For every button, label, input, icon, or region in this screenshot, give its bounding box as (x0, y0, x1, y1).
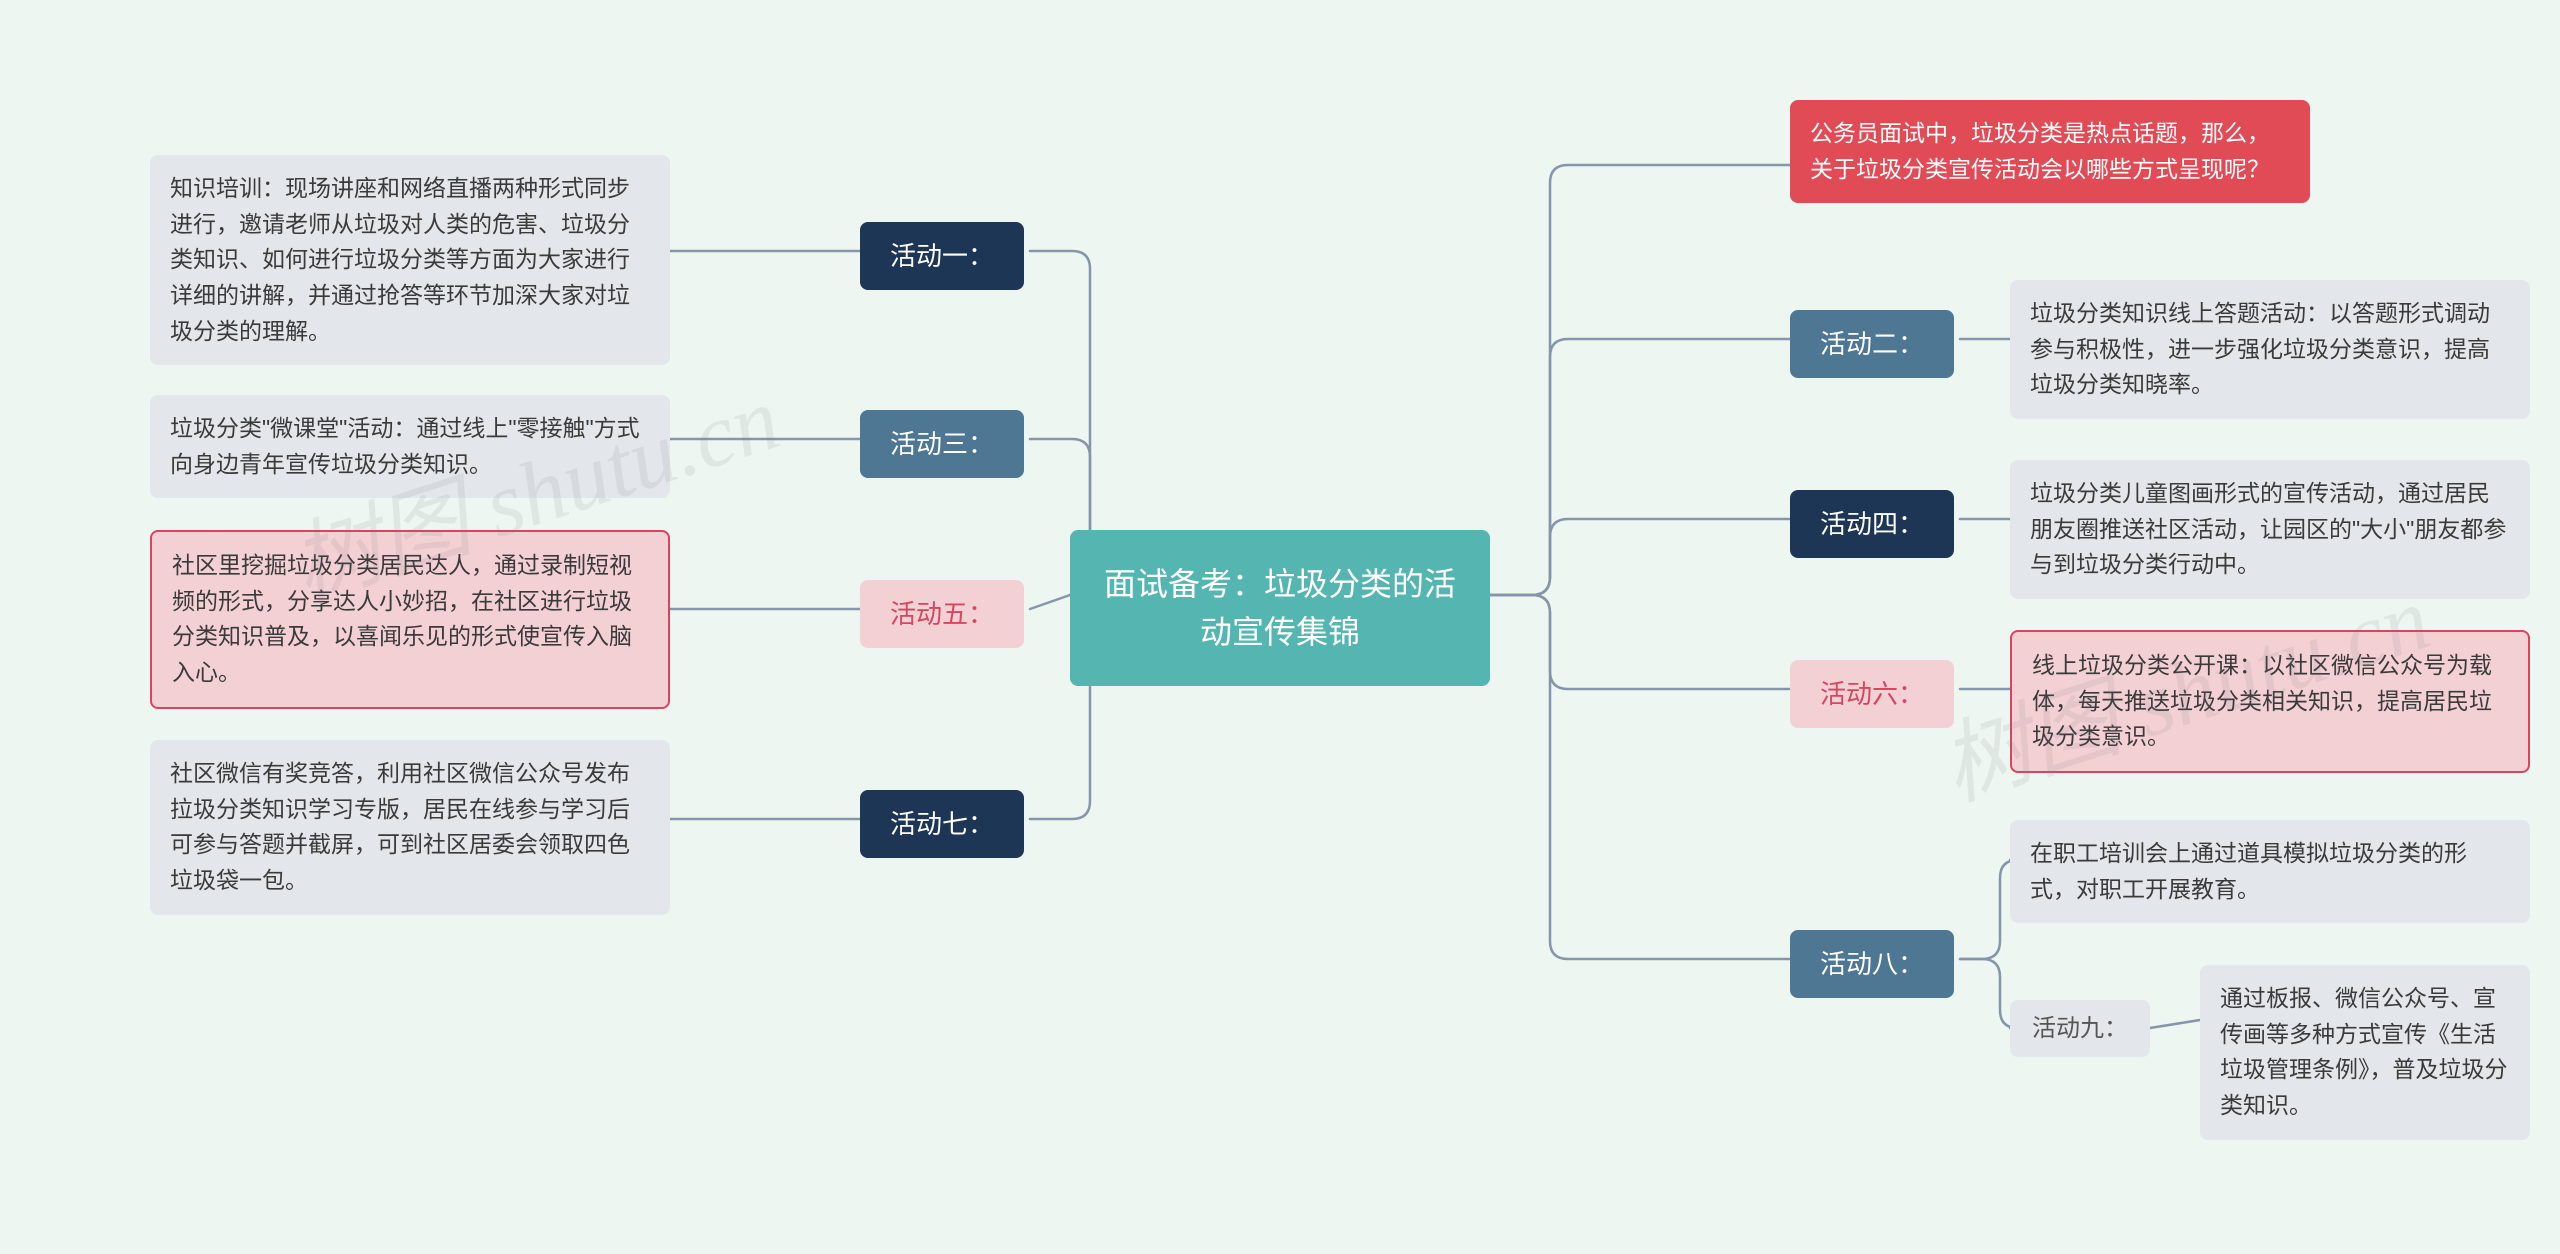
branch-act3: 活动三： (860, 410, 1024, 478)
leaf-act9: 通过板报、微信公众号、宣传画等多种方式宣传《生活垃圾管理条例》，普及垃圾分类知识… (2200, 965, 2530, 1140)
leaf-act7: 社区微信有奖竞答，利用社区微信公众号发布拉圾分类知识学习专版，居民在线参与学习后… (150, 740, 670, 915)
leaf-act4: 垃圾分类儿童图画形式的宣传活动，通过居民朋友圈推送社区活动，让园区的"大小"朋友… (2010, 460, 2530, 599)
leaf-act6: 线上垃圾分类公开课：以社区微信公众号为载体，每天推送垃圾分类相关知识，提高居民垃… (2010, 630, 2530, 773)
branch-act4: 活动四： (1790, 490, 1954, 558)
branch-act9: 活动九： (2010, 1000, 2150, 1057)
branch-act6: 活动六： (1790, 660, 1954, 728)
branch-act2: 活动二： (1790, 310, 1954, 378)
branch-act8: 活动八： (1790, 930, 1954, 998)
leaf-act3: 垃圾分类"微课堂"活动：通过线上"零接触"方式向身边青年宣传垃圾分类知识。 (150, 395, 670, 498)
leaf-act1: 知识培训：现场讲座和网络直播两种形式同步进行，邀请老师从垃圾对人类的危害、垃圾分… (150, 155, 670, 365)
branch-act7: 活动七： (860, 790, 1024, 858)
leaf-act2: 垃圾分类知识线上答题活动：以答题形式调动参与积极性，进一步强化垃圾分类意识，提高… (2010, 280, 2530, 419)
branch-act5: 活动五： (860, 580, 1024, 648)
intro-note: 公务员面试中，垃圾分类是热点话题，那么，关于垃圾分类宣传活动会以哪些方式呈现呢？ (1790, 100, 2310, 203)
leaf-act8-0: 在职工培训会上通过道具模拟垃圾分类的形式，对职工开展教育。 (2010, 820, 2530, 923)
branch-act1: 活动一： (860, 222, 1024, 290)
root-node: 面试备考：垃圾分类的活动宣传集锦 (1070, 530, 1490, 686)
leaf-act5: 社区里挖掘垃圾分类居民达人，通过录制短视频的形式，分享达人小妙招，在社区进行垃圾… (150, 530, 670, 709)
